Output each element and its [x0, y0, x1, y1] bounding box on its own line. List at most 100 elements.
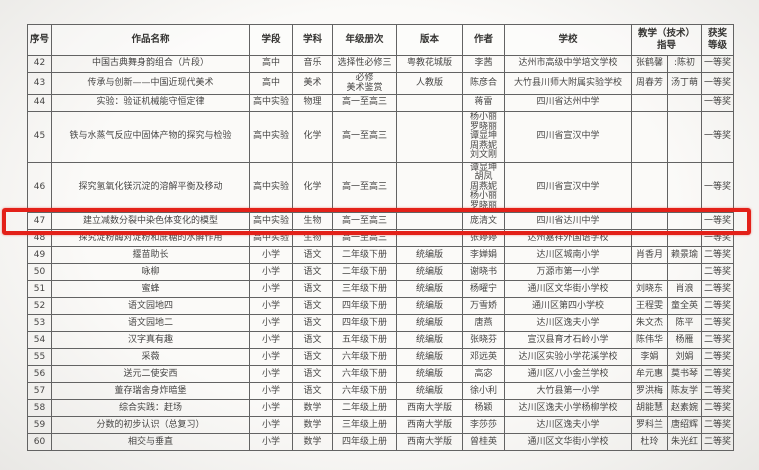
serial-cell: 50 [27, 263, 52, 282]
author-cell: 李婵娟 [462, 246, 505, 265]
author-cell: 曾桂英 [462, 433, 505, 452]
subject-cell: 语文 [292, 365, 333, 384]
subject-cell: 语文 [292, 263, 333, 282]
author-cell: 万雪娇 [462, 297, 505, 316]
grade-cell: 高一至高三 [332, 94, 397, 113]
stage-cell: 高中实验 [249, 94, 293, 113]
grade-cell: 选择性必修三 [332, 55, 397, 73]
guide2-cell [666, 94, 703, 113]
guide1-cell: 肖香月 [631, 246, 668, 265]
guide2-cell: 陈友学 [666, 382, 703, 401]
stage-cell: 小学 [249, 297, 293, 316]
edition-cell: 统编版 [396, 365, 463, 384]
grade-cell: 二年级下册 [332, 246, 397, 265]
award-cell: 二等奖 [701, 348, 735, 367]
award-cell: 一等奖 [701, 55, 735, 73]
award-cell: 二等奖 [701, 416, 735, 435]
title-cell: 中国古典舞身韵组合（片段） [51, 55, 250, 73]
subject-cell: 语文 [292, 331, 333, 350]
title-cell: 传承与创新——中国近现代美术 [51, 71, 250, 96]
title-cell: 探究氢氧化镁沉淀的溶解平衡及移动 [51, 161, 250, 214]
grade-cell: 二年级上册 [332, 399, 397, 418]
title-cell: 送元二使安西 [51, 365, 250, 384]
serial-cell: 43 [27, 71, 52, 96]
title-cell: 综合实践：赶场 [51, 399, 250, 418]
table-row: 49 揠苗助长 小学 语文 二年级下册 统编版 李婵娟 达川区城南小学 肖香月 赖景瑜 二等奖 [27, 246, 735, 265]
author-cell: 蒋雷 [462, 94, 505, 113]
author-cell: 李茜 [462, 55, 505, 73]
subject-cell: 物理 [292, 94, 333, 113]
school-cell: 大竹县川师大附属实验学校 [504, 71, 632, 96]
edition-cell: 统编版 [396, 297, 463, 316]
edition-cell [396, 94, 463, 113]
subject-cell: 语文 [292, 297, 333, 316]
guide2-cell: 汤丁萌 [666, 71, 703, 96]
grade-cell: 高一至高三 [332, 111, 397, 163]
subject-cell: 化学 [292, 161, 333, 214]
title-cell: 汉字真有趣 [51, 331, 250, 350]
guide1-cell: 陈伟华 [631, 331, 668, 350]
title-cell: 相交与垂直 [51, 433, 250, 452]
award-table: 序号 作品名称 学段 学科 年级册次 版本 作者 学校 教学（技术） 指导 获奖… [27, 24, 735, 452]
grade-cell: 五年级下册 [332, 331, 397, 350]
author-cell: 陈彦合 [462, 71, 505, 96]
header-subject: 学科 [292, 24, 333, 56]
header-title: 作品名称 [51, 24, 250, 56]
grade-cell: 高一至高三 [332, 229, 397, 248]
author-cell: 邓远英 [462, 348, 505, 367]
author-cell: 杨颖 [462, 399, 505, 418]
guide1-cell [631, 111, 668, 163]
school-cell: 通川区文华街小学校 [504, 280, 632, 299]
guide2-cell [666, 212, 703, 231]
school-cell: 达川区逸夫小学 [504, 416, 632, 435]
guide2-cell: 唐绍辉 [666, 416, 703, 435]
guide1-cell: 牟元惠 [631, 365, 668, 384]
title-cell: 铁与水蒸气反应中固体产物的探究与检验 [51, 111, 250, 163]
table-row: 58 综合实践：赶场 小学 数学 二年级上册 西南大学版 杨颖 达川区逸夫小学杨柳学校 胡能慧赵… [27, 399, 735, 418]
edition-cell: 粤教花城版 [396, 55, 463, 73]
serial-cell: 51 [27, 280, 52, 299]
guide2-cell: 陈平 [666, 314, 703, 333]
award-cell: 二等奖 [701, 314, 735, 333]
table-row: 45 铁与水蒸气反应中固体产物的探究与检验 高中实验 化学 高一至高三 杨小丽 罗晓丽 谭… [27, 111, 735, 163]
school-cell: 通川区文华街小学校 [504, 433, 632, 452]
subject-cell: 美术 [292, 71, 333, 96]
guide2-cell: 肖浪 [666, 280, 703, 299]
stage-cell: 小学 [249, 416, 293, 435]
subject-cell: 生物 [292, 212, 333, 231]
edition-cell: 人教版 [396, 71, 463, 96]
header-award: 获奖 等级 [701, 24, 735, 56]
serial-cell: 52 [27, 297, 52, 316]
award-cell: 一等奖 [701, 229, 735, 248]
stage-cell: 高中实验 [249, 212, 293, 231]
guide2-cell [666, 111, 703, 163]
title-cell: 建立减数分裂中染色体变化的模型 [51, 212, 250, 231]
subject-cell: 语文 [292, 246, 333, 265]
subject-cell: 数学 [292, 399, 333, 418]
table-row: 43 传承与创新——中国近现代美术 高中 美术 必修 美术鉴赏 人教版 陈彦合 大竹县川师大附… [27, 71, 735, 96]
serial-cell: 60 [27, 433, 52, 452]
guide1-cell [631, 94, 668, 113]
serial-cell: 42 [27, 55, 52, 73]
guide1-cell: 杜玲 [631, 433, 668, 452]
subject-cell: 数学 [292, 433, 333, 452]
serial-cell: 58 [27, 399, 52, 418]
guide1-cell [631, 161, 668, 214]
guide1-cell [631, 229, 668, 248]
grade-cell: 六年级下册 [332, 348, 397, 367]
title-cell: 分数的初步认识（总复习） [51, 416, 250, 435]
table-row: 47 建立减数分裂中染色体变化的模型 高中实验 生物 高一至高三 庞清文 四川省达川中学 一等… [27, 212, 735, 231]
stage-cell: 小学 [249, 433, 293, 452]
grade-cell: 高一至高三 [332, 161, 397, 214]
header-row: 序号 作品名称 学段 学科 年级册次 版本 作者 学校 教学（技术） 指导 获奖… [27, 24, 735, 56]
school-cell: 达川区城南小学 [504, 246, 632, 265]
stage-cell: 小学 [249, 365, 293, 384]
grade-cell: 三年级下册 [332, 280, 397, 299]
grade-cell: 三年级上册 [332, 416, 397, 435]
author-cell: 徐小利 [462, 382, 505, 401]
table-row: 57 董存瑞舍身炸暗堡 小学 语文 六年级下册 统编版 徐小利 大竹县第一小学 罗洪梅 陈友学 二等… [27, 382, 735, 401]
guide2-cell: :陈初 [666, 55, 703, 73]
header-stage: 学段 [249, 24, 293, 56]
header-school: 学校 [504, 24, 632, 56]
title-cell: 咏柳 [51, 263, 250, 282]
